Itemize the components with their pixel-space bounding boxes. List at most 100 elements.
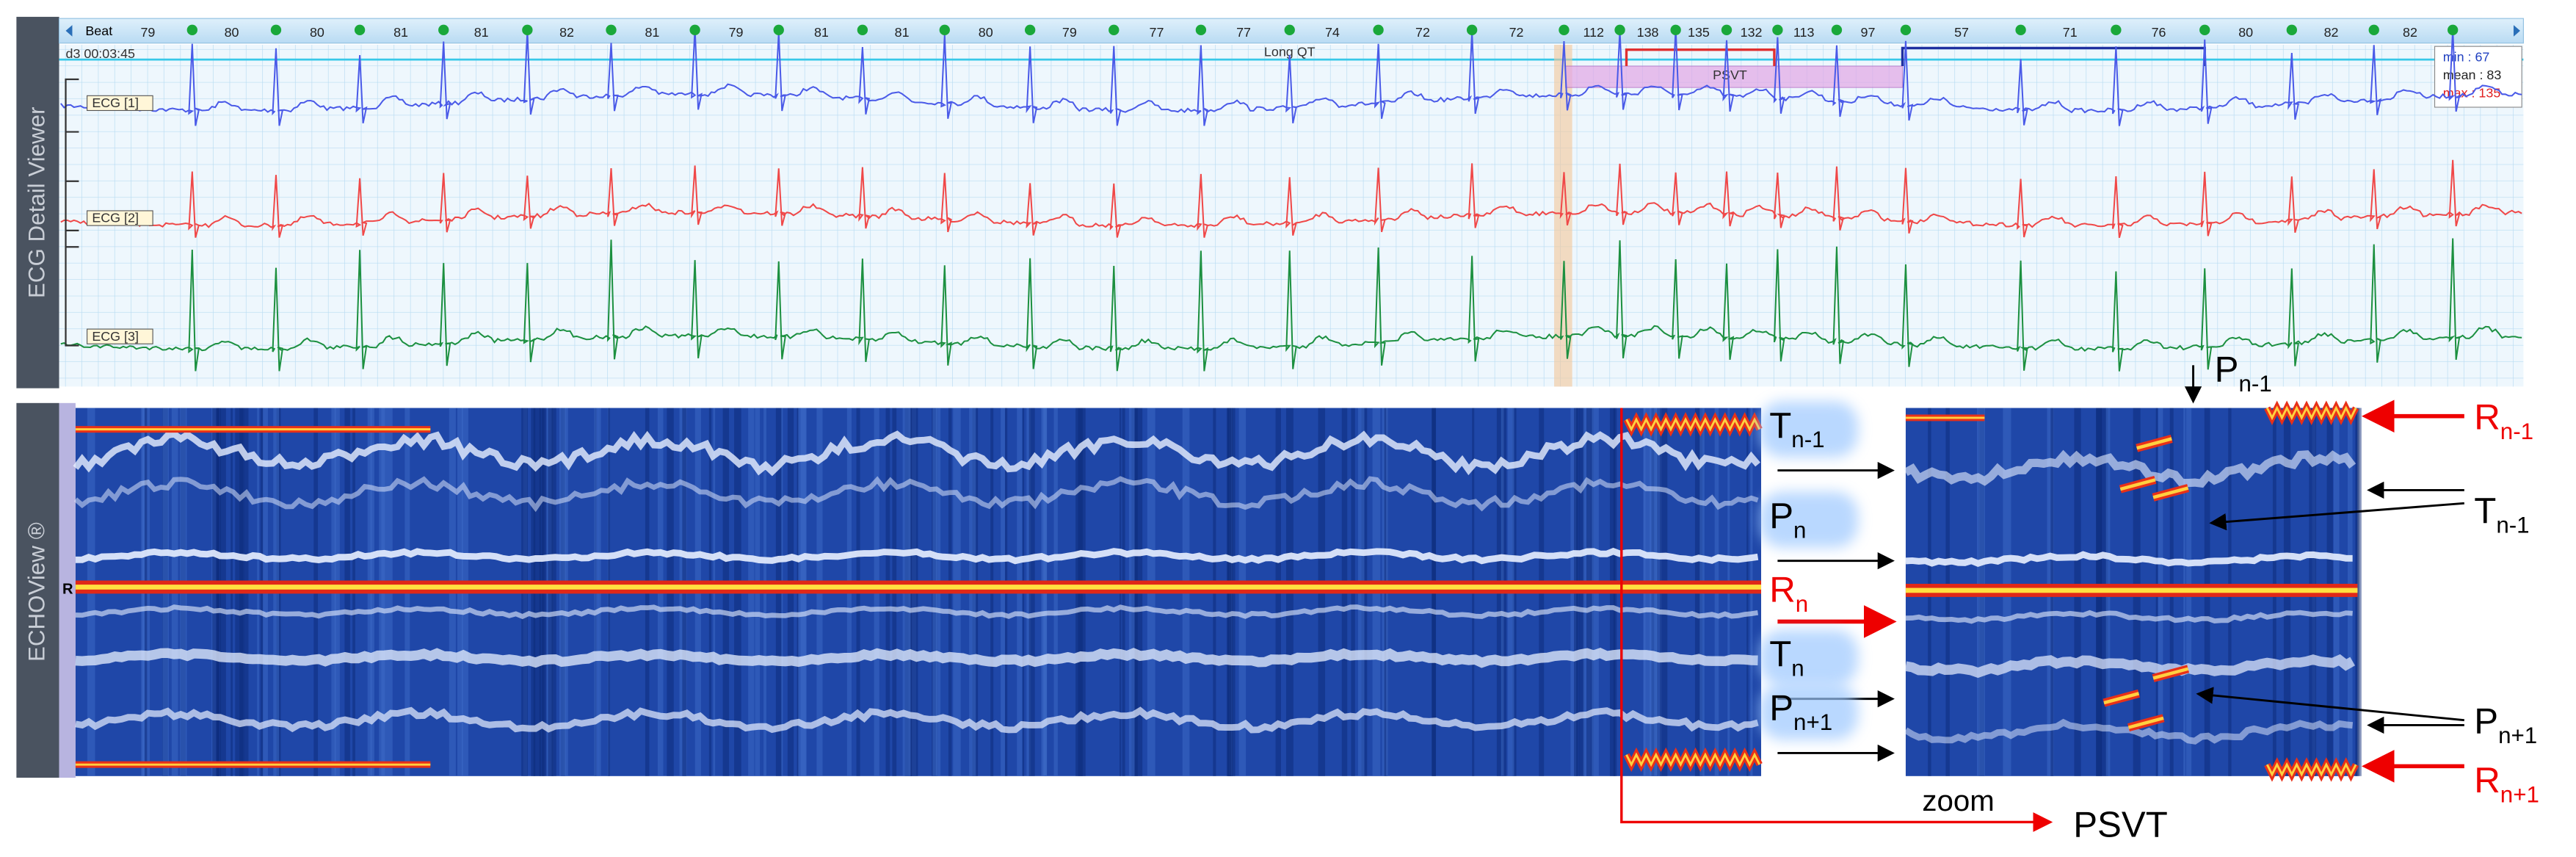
scroll-left[interactable] (65, 25, 73, 37)
beat-dot (270, 24, 282, 35)
echo-heatmap (73, 408, 1763, 776)
annotation-sub: n (1796, 591, 1808, 617)
label-glow (1759, 684, 1859, 740)
sidebar (16, 16, 59, 388)
beat-rate: 138 (1637, 25, 1659, 40)
echo-band (75, 647, 1758, 668)
hot-edge-core (2265, 405, 2357, 421)
sidebar (16, 402, 59, 778)
hot-blob-core (2136, 437, 2172, 450)
echo-band (1904, 449, 2357, 488)
beat-dot (1559, 24, 1570, 35)
annotation-main: R (2474, 760, 2500, 800)
label-glow (1759, 629, 1859, 686)
stat-mean: mean : 83 (2443, 68, 2502, 82)
beat-label: Beat (85, 23, 112, 38)
beat-rate: 135 (1688, 25, 1710, 40)
time-label: d3 00:03:45 (66, 46, 136, 61)
zoom-heatmap (1904, 400, 2362, 782)
hot-blob-core (2119, 478, 2156, 491)
beat-dot (1284, 24, 1295, 35)
beat-rate: 79 (729, 25, 744, 40)
beat-dot (857, 24, 868, 35)
traces (60, 28, 2522, 372)
ecg-trace (60, 28, 2522, 126)
beat-dot (1024, 24, 1036, 35)
beat-rate: 82 (2324, 25, 2339, 40)
beat-dot (1614, 24, 1625, 35)
lead-tag (87, 328, 153, 344)
annotation-label: Rn (1769, 570, 1808, 617)
beat-rate: 74 (1325, 25, 1340, 40)
beat-dot (354, 24, 366, 35)
beat-dot (2286, 24, 2298, 35)
annotation-sub: n-1 (2239, 371, 2272, 397)
beat-dot (1109, 24, 1120, 35)
beat-rate: 112 (1583, 25, 1604, 40)
beat-rate: 72 (1415, 25, 1430, 40)
psvt-label: PSVT (1713, 68, 1747, 82)
annotation-main: T (2474, 491, 2496, 531)
annotation-arrow (2209, 502, 2464, 531)
beat-dot (186, 24, 197, 35)
annotation-main: P (1769, 688, 1793, 728)
beat-rate: 79 (1062, 25, 1077, 40)
scroll-right[interactable] (2513, 25, 2520, 37)
hot-blob-core (2152, 667, 2189, 680)
echo-band (75, 706, 1759, 734)
hot-edge-core (1625, 416, 1761, 432)
beat-dot (522, 24, 533, 35)
label-glow (1759, 491, 1859, 548)
beat-rate: 81 (393, 25, 408, 40)
lead-tag (87, 210, 153, 226)
beat-dot (1900, 24, 1912, 35)
annotation-label: Pn (1769, 496, 1806, 543)
hot-blob-core (2103, 692, 2140, 705)
lead-label: ECG [3] (92, 329, 139, 344)
annotation-label: Tn-1 (2474, 491, 2529, 538)
r-band-core (75, 585, 1762, 590)
annotation-sub: n (1791, 655, 1804, 681)
annotation-label: Rn-1 (2474, 397, 2533, 444)
beat-dot (2199, 24, 2210, 35)
psvt-cursor (1620, 408, 2053, 832)
beat-dot (1466, 24, 1478, 35)
annotation-main: P (1769, 496, 1793, 536)
lead-tag (87, 95, 153, 112)
annotation-main: R (2474, 397, 2500, 438)
echo-band (1905, 551, 2353, 567)
annotation-sub: n-1 (2496, 513, 2529, 538)
beat-dot (689, 24, 700, 35)
beat-dot (438, 24, 449, 35)
ecg-panel: ECG Detail Viewer Beat Long QT d3 00:03:… (16, 16, 2524, 388)
beat-dot (939, 24, 950, 35)
beat-dot (606, 24, 617, 35)
annotation-label: Pn+1 (2474, 701, 2537, 748)
beat-dot (1670, 24, 1681, 35)
annotation-arrow (2196, 687, 2464, 722)
beat-rate: 82 (2403, 25, 2417, 40)
sidebar-title: ECG Detail Viewer (23, 106, 49, 298)
beat-rate: 79 (140, 25, 155, 40)
echo-band (75, 547, 1759, 565)
sidebar-title: ECHOView ® (23, 522, 49, 662)
annotation-sub: n+1 (2498, 723, 2537, 748)
echo-band (73, 476, 1759, 513)
annotation-sub: n (1793, 517, 1806, 543)
beat-rate: 77 (1236, 25, 1251, 40)
beat-rate: 81 (474, 25, 489, 40)
beat-dot (1721, 24, 1733, 35)
beat-rate: 81 (814, 25, 829, 40)
calibration (65, 78, 79, 347)
annotation-sub: n-1 (1791, 427, 1824, 452)
lead-label: ECG [2] (92, 211, 139, 225)
echo-panel: ECHOView ® R PSVT zoom Tn-1PnRnTnPn+1Rn-… (16, 350, 2539, 845)
annotation-label: Tn (1769, 634, 1804, 681)
ecg-trace (60, 238, 2522, 372)
annotation-main: T (1769, 405, 1791, 446)
r-marker: R (62, 581, 73, 597)
beat-rate: 76 (2152, 25, 2166, 40)
annotation-main: T (1769, 634, 1791, 674)
